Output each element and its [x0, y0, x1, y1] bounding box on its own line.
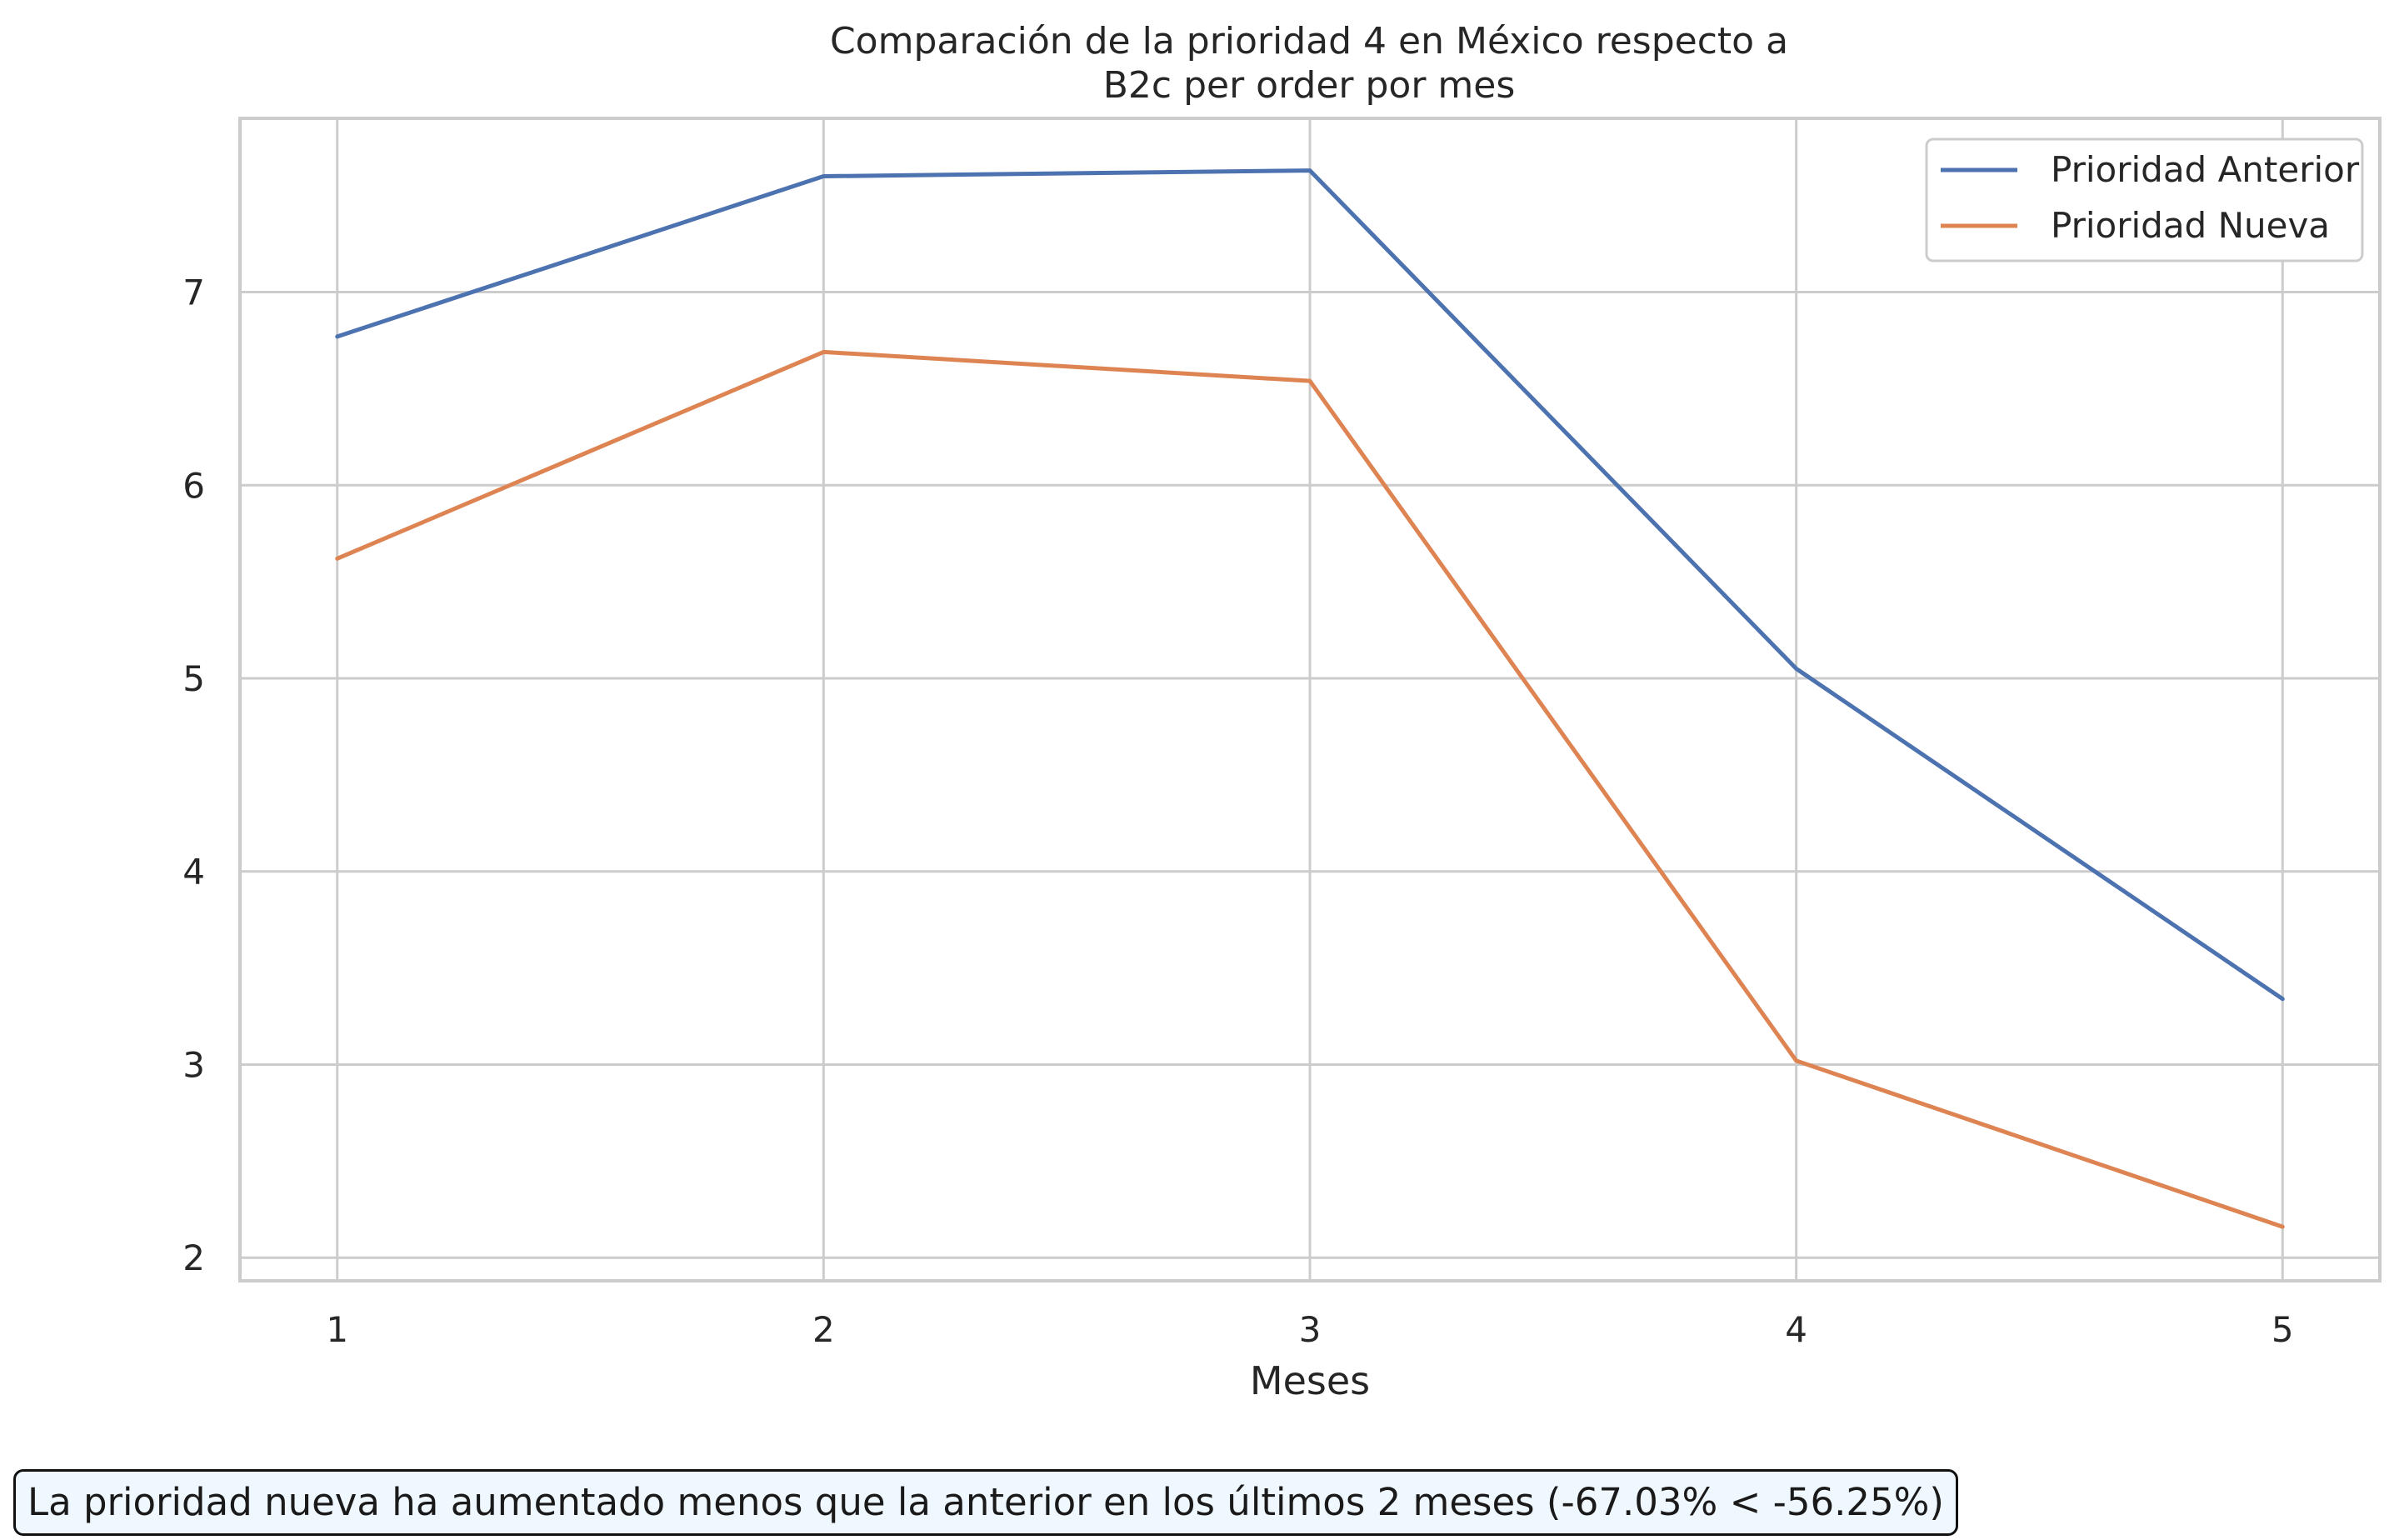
- y-tick-label: 3: [182, 1044, 205, 1085]
- chart-title-line1: Comparación de la prioridad 4 en México …: [830, 20, 1788, 62]
- legend: Prioridad Anterior Prioridad Nueva: [1925, 138, 2364, 262]
- x-tick-label: 4: [1785, 1309, 1807, 1350]
- x-tick-labels: 1 2 3 4 5: [326, 1309, 2293, 1350]
- summary-annotation: La prioridad nueva ha aumentado menos qu…: [13, 1469, 1958, 1536]
- y-tick-label: 5: [182, 658, 205, 699]
- plot-frame: [238, 117, 2382, 1282]
- y-tick-label: 2: [182, 1238, 205, 1278]
- legend-label-prioridad-anterior: Prioridad Anterior: [2051, 149, 2360, 190]
- y-tick-label: 4: [182, 852, 205, 892]
- legend-label-prioridad-nueva: Prioridad Nueva: [2051, 205, 2330, 246]
- series-lines: [335, 168, 2285, 1229]
- grid-lines: [240, 118, 2380, 1281]
- x-tick-label: 2: [812, 1309, 835, 1350]
- y-tick-label: 7: [182, 272, 205, 313]
- legend-box: [1925, 138, 2364, 262]
- y-tick-labels: 2 3 4 5 6 7: [182, 272, 205, 1279]
- chart-title-line2: B2c per order por mes: [1103, 64, 1516, 107]
- y-tick-label: 6: [182, 465, 205, 506]
- x-tick-label: 5: [2272, 1309, 2294, 1350]
- x-tick-label: 3: [1299, 1309, 1322, 1350]
- x-axis-label: Meses: [1250, 1358, 1370, 1403]
- x-tick-label: 1: [326, 1309, 348, 1350]
